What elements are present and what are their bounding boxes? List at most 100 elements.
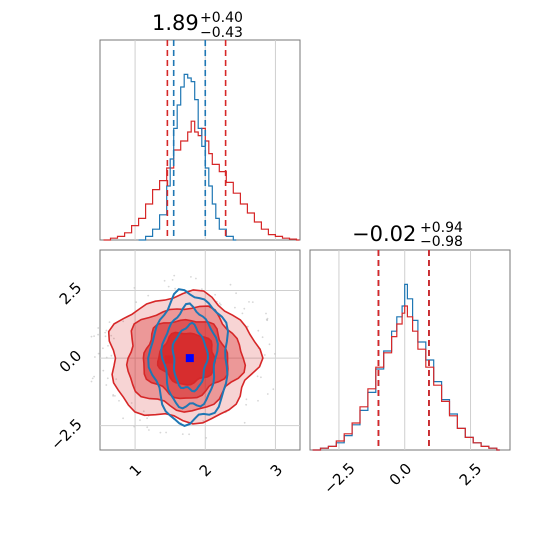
joint-ytick-1: 2.5 (56, 279, 86, 309)
joint-sample-point (93, 335, 95, 337)
joint-sample-point (266, 319, 269, 322)
joint-sample-point (106, 377, 109, 380)
joint-sample-point (118, 399, 120, 402)
title-y-median: −0.02 (352, 222, 416, 246)
joint-sample-point (163, 279, 166, 282)
joint-sample-point (265, 312, 267, 315)
hist-y-xtick-3: 2.5 (456, 460, 486, 490)
joint-sample-point (108, 321, 111, 323)
joint-sample-point (97, 333, 99, 336)
joint-sample-point (266, 393, 269, 395)
joint-sample-point (167, 285, 170, 288)
joint-sample-point (251, 301, 254, 303)
joint-sample-point (257, 329, 260, 332)
joint-sample-point (205, 437, 208, 439)
joint-sample-point (273, 353, 276, 355)
hist-y-xticks: −2.5 0.0 2.5 (320, 459, 485, 497)
joint-sample-point (122, 417, 124, 420)
joint-xticks: 1 2 3 (126, 461, 286, 480)
joint-sample-point (107, 344, 109, 347)
joint-sample-point (97, 327, 100, 329)
joint-sample-point (241, 312, 244, 315)
joint-sample-point (201, 288, 203, 291)
joint-sample-point (245, 403, 248, 406)
joint-sample-point (102, 347, 104, 350)
joint-sample-point (181, 433, 184, 435)
joint-sample-point (268, 343, 271, 346)
hist-y-xtick-2: 0.0 (386, 460, 416, 490)
joint-sample-point (190, 276, 192, 278)
title-x-plus: +0.40 (200, 10, 243, 26)
joint-sample-point (90, 380, 93, 383)
joint-blue-center-marker (185, 354, 194, 363)
joint-sample-point (122, 320, 125, 323)
joint-sample-point (171, 279, 174, 281)
joint-sample-point (159, 431, 162, 434)
title-y: −0.02 +0.94 −0.98 (352, 220, 463, 250)
joint-sample-point (139, 419, 141, 422)
joint-yticks: 2.5 0.0 −2.5 (47, 279, 85, 454)
joint-sample-point (234, 306, 236, 309)
joint-sample-point (146, 426, 149, 429)
joint-layer (90, 250, 300, 450)
joint-sample-point (102, 369, 105, 372)
joint-sample-point (110, 334, 113, 337)
joint-sample-point (214, 293, 217, 296)
joint-sample-point (135, 301, 138, 304)
joint-sample-point (114, 395, 116, 397)
joint-sample-point (133, 425, 136, 428)
joint-sample-point (173, 274, 176, 277)
joint-sample-point (104, 335, 107, 338)
joint-sample-point (256, 375, 259, 378)
joint-sample-point (148, 429, 150, 431)
title-y-plus: +0.94 (420, 220, 463, 236)
hist-x-series-2 (138, 73, 237, 241)
joint-sample-point (202, 420, 205, 422)
panel-joint-frame (99, 249, 301, 451)
hist-y-series-1 (312, 283, 500, 451)
joint-sample-point (97, 352, 100, 355)
joint-ytick-3: −2.5 (47, 415, 85, 453)
title-x-minus: −0.43 (200, 25, 243, 41)
joint-sample-point (112, 395, 114, 397)
joint-sample-point (272, 388, 275, 391)
joint-blue-contour-3 (171, 321, 210, 393)
joint-sample-point (142, 410, 145, 413)
joint-sample-point (243, 307, 246, 310)
joint-sample-point (263, 354, 266, 356)
joint-blue-contour-2 (160, 302, 219, 410)
joint-sample-point (235, 292, 238, 295)
joint-sample-point (248, 301, 250, 303)
title-x: 1.89 +0.40 −0.43 (152, 10, 243, 41)
joint-sample-point (105, 329, 108, 332)
joint-sample-point (219, 303, 222, 306)
joint-sample-point (195, 277, 197, 280)
joint-sample-point (115, 378, 118, 380)
joint-sample-point (243, 421, 246, 424)
joint-sample-point (110, 354, 113, 357)
joint-sample-point (105, 384, 108, 386)
joint-sample-point (104, 331, 107, 334)
joint-sample-point (147, 294, 150, 297)
hist-y-xtick-1: −2.5 (320, 459, 358, 497)
hist-x-layer (103, 40, 300, 241)
joint-sample-point (90, 335, 93, 338)
joint-xtick-3: 3 (267, 461, 286, 480)
joint-xtick-2: 2 (196, 461, 215, 480)
joint-sample-point (260, 376, 262, 379)
joint-red-center-marker (164, 355, 173, 364)
joint-sample-point (94, 356, 96, 358)
joint-blue-contour-1 (147, 288, 230, 427)
joint-sample-point (146, 417, 149, 420)
joint-xtick-1: 1 (126, 461, 145, 480)
joint-sample-point (105, 356, 108, 359)
title-y-minus: −0.98 (420, 234, 463, 250)
joint-sample-point (266, 317, 269, 320)
joint-sample-point (188, 433, 191, 436)
joint-sample-point (229, 283, 232, 286)
joint-sample-point (130, 402, 133, 404)
joint-ytick-2: 0.0 (56, 347, 86, 377)
joint-sample-point (174, 287, 177, 290)
joint-sample-point (261, 336, 264, 339)
